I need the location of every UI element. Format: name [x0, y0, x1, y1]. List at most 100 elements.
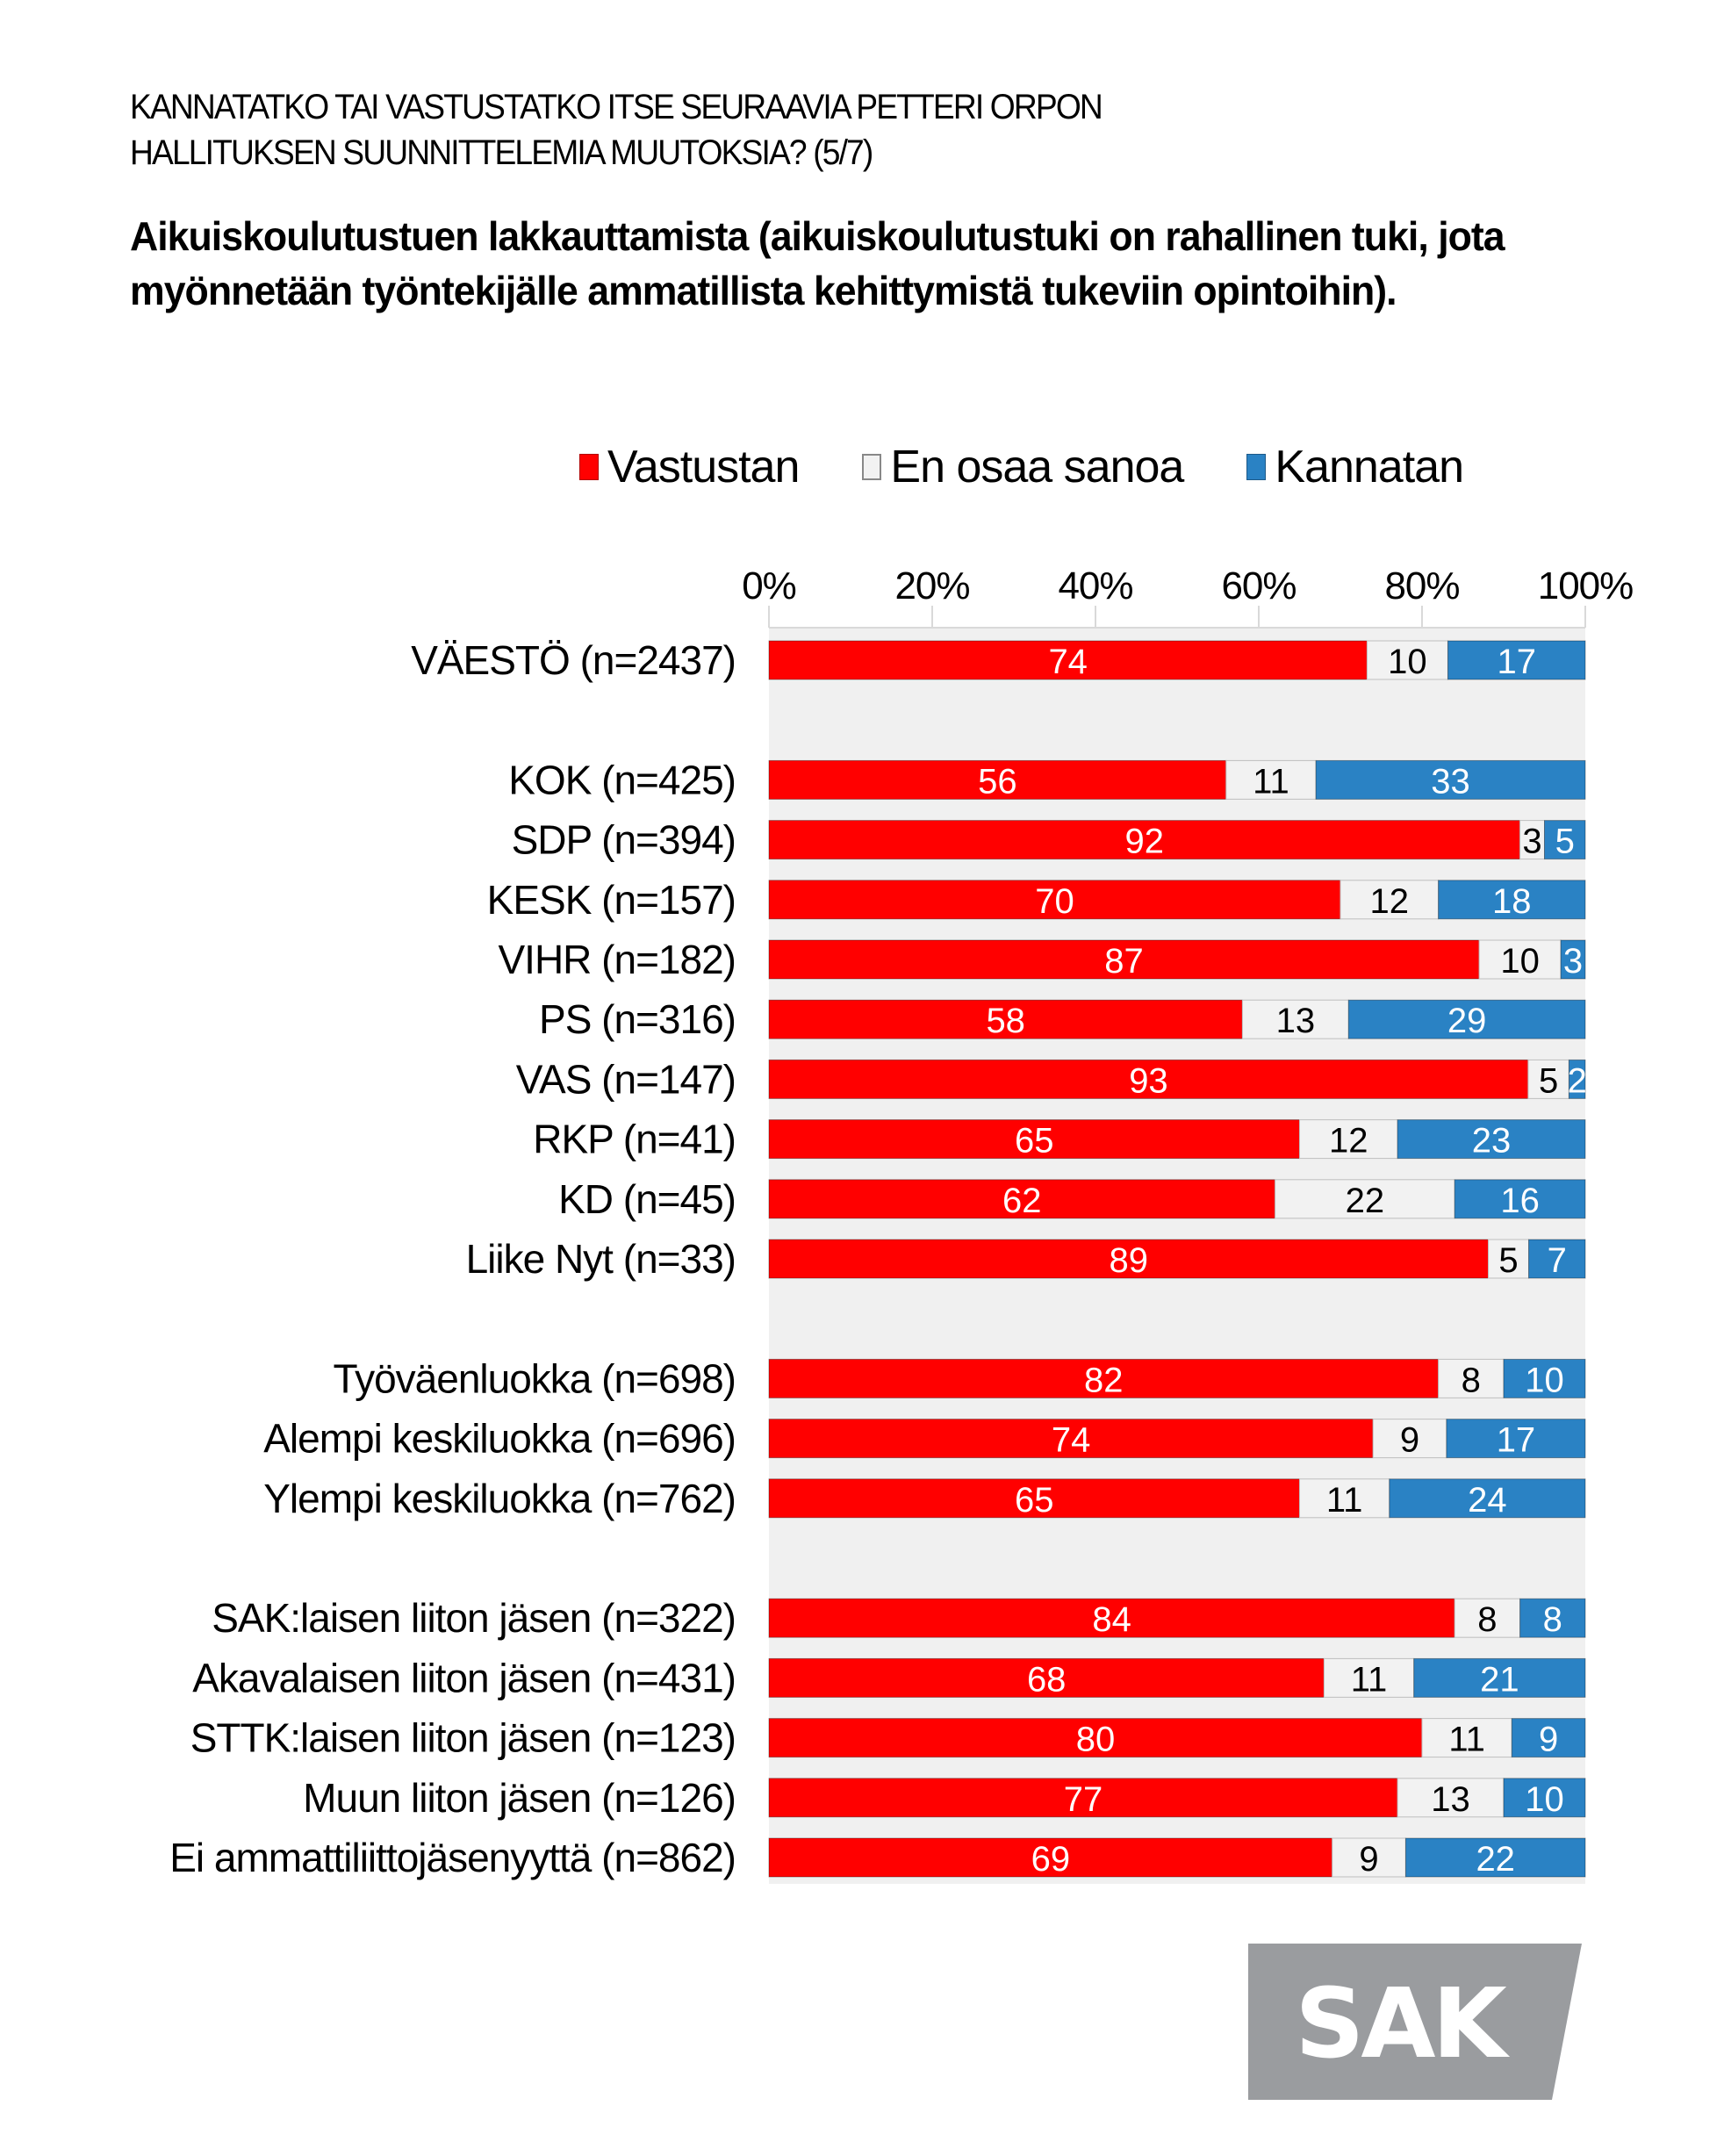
bar-segment	[1560, 939, 1586, 980]
bar-segment	[1299, 1119, 1398, 1160]
legend-label: Vastustan	[607, 442, 800, 492]
data-label: 65	[1015, 1122, 1054, 1161]
data-label: 10	[1388, 643, 1427, 681]
bar-segment	[768, 999, 1243, 1039]
data-label: 82	[1084, 1361, 1124, 1399]
bar-segment	[1503, 1778, 1586, 1818]
bar-segment	[1519, 1598, 1586, 1638]
bar-segment	[1527, 1059, 1569, 1099]
data-label: 12	[1370, 882, 1410, 921]
bar-segment	[1241, 999, 1349, 1039]
bar-segment	[1340, 880, 1440, 920]
data-label: 3	[1563, 942, 1583, 981]
bar-segment	[1454, 1179, 1586, 1219]
category-label: VIHR (n=182)	[498, 937, 736, 982]
category-label: Ei ammattiliittojäsenyyttä (n=862)	[169, 1835, 736, 1880]
data-label: 33	[1431, 762, 1470, 801]
data-label: 11	[1326, 1481, 1363, 1520]
bar-segment	[768, 1598, 1455, 1638]
data-label: 2	[1568, 1061, 1587, 1100]
x-tick-label: 100%	[1538, 564, 1634, 607]
category-label: Muun liiton jäsen (n=126)	[303, 1775, 736, 1821]
data-label: 10	[1525, 1361, 1564, 1399]
category-label: Alempi keskiluokka (n=696)	[263, 1416, 736, 1462]
data-label: 87	[1104, 942, 1144, 981]
data-label: 17	[1497, 1421, 1536, 1460]
data-label: 68	[1027, 1660, 1067, 1699]
data-label: 56	[978, 762, 1017, 801]
bar-segment	[1519, 820, 1545, 860]
bar-segment	[1488, 1239, 1530, 1279]
bar-segment	[1397, 1778, 1505, 1818]
data-label: 21	[1480, 1660, 1519, 1699]
data-label: 10	[1525, 1780, 1564, 1819]
data-label: 11	[1448, 1721, 1485, 1759]
sak-logo: SAK	[1248, 1944, 1582, 2100]
x-tick-label: 0%	[742, 564, 796, 607]
bar-segment	[768, 1419, 1374, 1459]
bar-segment	[1347, 999, 1586, 1039]
bar-segment	[1478, 939, 1562, 980]
data-label: 58	[986, 1002, 1025, 1040]
bar-segment	[1528, 1239, 1586, 1279]
data-label: 69	[1031, 1840, 1071, 1879]
title-line-1: KANNATATKO TAI VASTUSTATKO ITSE SEURAAVI…	[130, 88, 1103, 126]
bar-segment	[1446, 1419, 1586, 1459]
sak-logo-text: SAK	[1295, 1967, 1510, 2080]
bar-segment	[1413, 1657, 1586, 1698]
data-label: 93	[1129, 1061, 1168, 1100]
bar-segment	[1275, 1179, 1455, 1219]
bar-segment	[1372, 1419, 1447, 1459]
sak-logo-background	[1248, 1944, 1582, 2100]
data-label: 65	[1015, 1481, 1054, 1520]
bar-segment	[768, 1119, 1300, 1160]
data-label: 5	[1539, 1061, 1558, 1100]
bar-segment	[768, 1239, 1490, 1279]
data-label: 17	[1497, 643, 1536, 681]
bar-segment	[1225, 759, 1317, 800]
chart-subtitle: Aikuiskoulutustuen lakkauttamista (aikui…	[130, 213, 1505, 313]
bar-segment	[1438, 1358, 1505, 1398]
legend-item-vastustan: Vastustan	[579, 441, 800, 493]
category-label: Liike Nyt (n=33)	[466, 1236, 736, 1282]
bar-segment	[1438, 880, 1586, 920]
bar-segment	[768, 880, 1341, 920]
data-label: 8	[1543, 1600, 1562, 1639]
data-label: 77	[1064, 1780, 1103, 1819]
data-label: 70	[1035, 882, 1074, 921]
bar-segment	[1389, 1478, 1586, 1519]
title-line-2: HALLITUKSEN SUUNNITTELEMIA MUUTOKSIA? (5…	[130, 133, 873, 172]
bar-segment	[768, 640, 1368, 680]
data-label: 84	[1092, 1600, 1131, 1639]
legend-item-en-osaa-sanoa: En osaa sanoa	[862, 441, 1184, 493]
bar-segment	[768, 1778, 1398, 1818]
data-label: 9	[1539, 1721, 1558, 1759]
data-label: 80	[1076, 1721, 1116, 1759]
data-label: 5	[1498, 1241, 1518, 1280]
data-label: 7	[1548, 1241, 1567, 1280]
category-label: Ylempi keskiluokka (n=762)	[263, 1476, 736, 1521]
category-label: PS (n=316)	[539, 996, 736, 1042]
bar-segment	[768, 1358, 1440, 1398]
data-label: 5	[1555, 823, 1575, 861]
category-label: SAK:laisen liiton jäsen (n=322)	[212, 1595, 736, 1641]
bar-segment	[768, 820, 1521, 860]
legend: Vastustan En osaa sanoa Kannatan	[579, 441, 1464, 493]
data-label: 18	[1492, 882, 1532, 921]
bar-segment	[1332, 1837, 1406, 1878]
data-label: 22	[1476, 1840, 1515, 1879]
bar-segment	[768, 759, 1227, 800]
data-label: 24	[1468, 1481, 1507, 1520]
data-label: 16	[1500, 1182, 1540, 1220]
data-label: 22	[1346, 1182, 1385, 1220]
data-label: 10	[1500, 942, 1540, 981]
bar-segment	[1544, 820, 1586, 860]
bar-segment	[1366, 640, 1448, 680]
bar-segment	[1315, 759, 1586, 800]
legend-label: En osaa sanoa	[890, 442, 1184, 492]
bar-segment	[768, 1837, 1333, 1878]
data-label: 74	[1048, 643, 1088, 681]
category-label: KOK (n=425)	[508, 757, 736, 802]
data-label: 74	[1052, 1421, 1091, 1460]
